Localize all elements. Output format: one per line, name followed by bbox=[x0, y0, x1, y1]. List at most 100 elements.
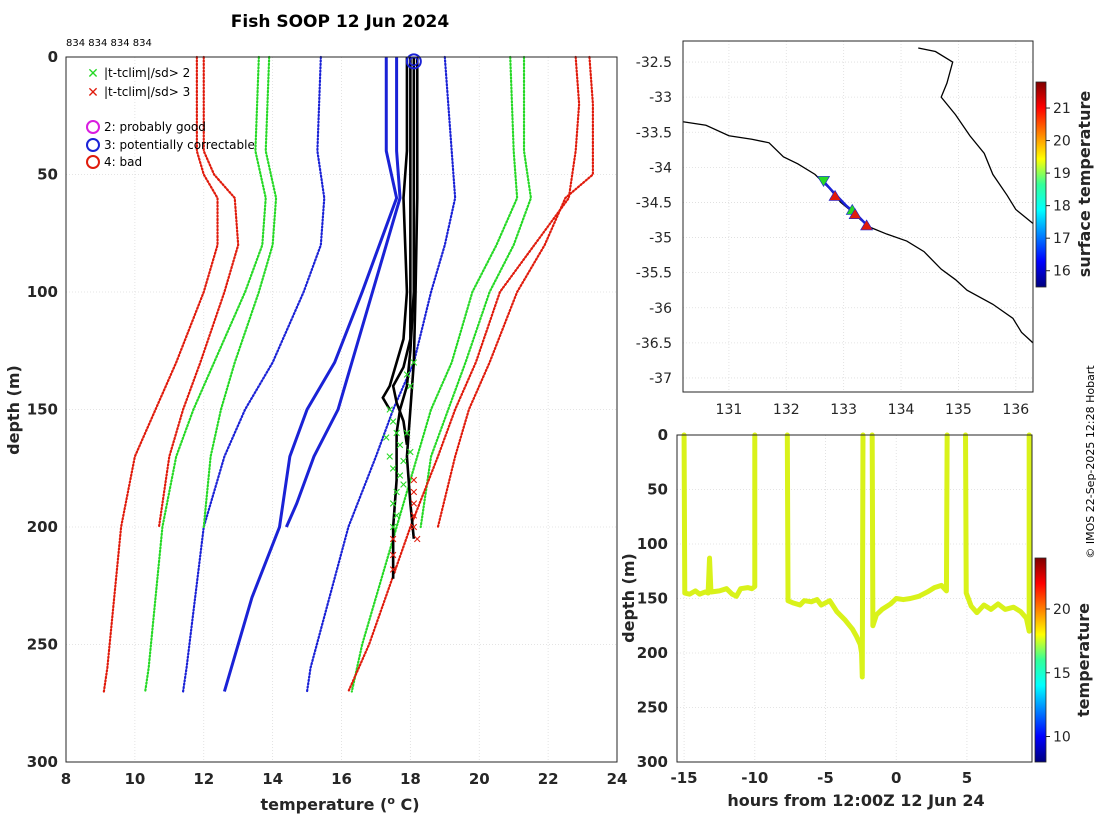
profile-panel: ✕✕✕✕✕✕ ✕✕✕✕✕✕✕✕✕✕✕✕✕✕✕✕✕✕✕✕✕✕ 8 10 12 14 16 18… bbox=[4, 48, 627, 814]
legend-sd3-marker: ✕ bbox=[87, 85, 99, 101]
depth-time-colorbar-label: temperature bbox=[1074, 603, 1093, 717]
x-tick-label: 16 bbox=[331, 770, 352, 788]
map-colorbar-tick-label: 21 bbox=[1053, 101, 1071, 117]
climatology-line-mean+2sd bbox=[350, 55, 519, 693]
chart-title: Fish SOOP 12 Jun 2024 bbox=[231, 12, 450, 32]
map-panel: 131 132 133 134 135 136 -32.5 -33 -33.5 -34 -34.5 -… bbox=[636, 40, 1094, 418]
sd3-marker: ✕ bbox=[409, 521, 418, 534]
sd2-marker: ✕ bbox=[385, 451, 394, 464]
profile-line-cast-2 bbox=[405, 57, 419, 539]
sd2-marker: ✕ bbox=[392, 486, 401, 499]
map-colorbar-tick-label: 20 bbox=[1053, 134, 1071, 150]
dt-y-tick-label: 200 bbox=[637, 644, 668, 662]
map-colorbar-tick-label: 19 bbox=[1053, 166, 1071, 182]
map-colorbar-tick-label: 16 bbox=[1053, 264, 1071, 280]
profile-ids: 834 834 834 834 bbox=[66, 38, 152, 49]
x-tick-label: 22 bbox=[538, 770, 559, 788]
legend-flag2: 2: probably good bbox=[86, 120, 206, 134]
map-colorbar-tick-label: 18 bbox=[1053, 199, 1071, 215]
sd3-marker: ✕ bbox=[409, 486, 418, 499]
legend-flag3: 3: potentially correctable bbox=[86, 138, 255, 152]
map-axes-box bbox=[682, 40, 1034, 393]
legend-flag4-marker bbox=[86, 155, 100, 169]
temperature-profiles bbox=[381, 57, 419, 579]
map-y-tick-label: -34 bbox=[649, 160, 672, 176]
depth-time-line-cast-a bbox=[681, 432, 758, 599]
map-colorbar-ticks: 16 17 18 19 20 21 bbox=[1046, 101, 1071, 280]
legend-flag3-marker bbox=[86, 138, 100, 152]
depth-time-line-cast-c bbox=[869, 432, 950, 629]
map-y-tick-label: -35 bbox=[649, 231, 672, 247]
sd2-marker: ✕ bbox=[389, 415, 398, 428]
legend-sd2-marker: ✕ bbox=[87, 66, 99, 82]
dt-x-tick-label: -5 bbox=[817, 769, 834, 787]
sd2-marker: ✕ bbox=[395, 469, 404, 482]
climatology-line-mean bbox=[222, 57, 399, 692]
map-y-tick-label: -37 bbox=[649, 371, 672, 387]
depth-time-grid bbox=[677, 434, 1032, 763]
y-tick-label: 200 bbox=[27, 518, 58, 536]
sd2-marker: ✕ bbox=[406, 380, 415, 393]
track-marker-sd2-down bbox=[817, 176, 831, 187]
map-y-tick-label: -32.5 bbox=[636, 55, 672, 71]
coastline-east bbox=[918, 47, 1034, 225]
legend-flag2-label: 2: probably good bbox=[104, 120, 206, 134]
depth-time-ylabel: depth (m) bbox=[619, 553, 638, 643]
depth-time-axes-box bbox=[676, 434, 1033, 763]
ship-track bbox=[817, 176, 874, 231]
y-tick-label: 100 bbox=[27, 283, 58, 301]
x-tick-label: 20 bbox=[469, 770, 490, 788]
sd3-marker: ✕ bbox=[389, 549, 398, 562]
profile-line-cast-1 bbox=[391, 57, 416, 579]
sd2-marker: ✕ bbox=[392, 509, 401, 522]
coastline-south bbox=[682, 121, 1034, 344]
depth-time-colorbar bbox=[1034, 557, 1047, 763]
sd3-marker: ✕ bbox=[409, 509, 418, 522]
sd2-marker: ✕ bbox=[402, 368, 411, 381]
profile-ylabel: depth (m) bbox=[4, 365, 23, 455]
legend-flag2-marker bbox=[86, 120, 100, 134]
sd2-marker: ✕ bbox=[409, 357, 418, 370]
track-marker-sd3-up bbox=[848, 208, 862, 219]
climatology-line-mean+3sd bbox=[347, 55, 581, 693]
sd3-marker: ✕ bbox=[409, 474, 418, 487]
map-ticks: 131 132 133 134 135 136 -32.5 -33 -33.5 -34 -34.5 -… bbox=[636, 55, 1029, 418]
map-y-tick-label: -33.5 bbox=[636, 125, 672, 141]
sd2-marker: ✕ bbox=[406, 446, 415, 459]
dt-y-tick-label: 50 bbox=[647, 481, 668, 499]
x-tick-label: 18 bbox=[400, 770, 421, 788]
legend-flag3-label: 3: potentially correctable bbox=[104, 138, 255, 152]
x-tick-label: 10 bbox=[124, 770, 145, 788]
dt-y-tick-label: 150 bbox=[637, 590, 668, 608]
depth-time-series bbox=[681, 432, 1032, 680]
dt-colorbar-tick-label: 15 bbox=[1053, 666, 1071, 682]
flag3-marker bbox=[405, 53, 422, 70]
sd2-marker: ✕ bbox=[389, 498, 398, 511]
x-tick-label: 14 bbox=[262, 770, 283, 788]
map-colorbar-tick-label: 17 bbox=[1053, 231, 1071, 247]
climatology-line-mean+3sd-alt bbox=[436, 55, 594, 529]
sd2-marker: ✕ bbox=[389, 521, 398, 534]
dt-colorbar-tick-label: 20 bbox=[1053, 602, 1071, 618]
profile-xlabel: temperature (o C) bbox=[260, 794, 419, 814]
map-y-tick-label: -36.5 bbox=[636, 336, 672, 352]
climatology-lines bbox=[102, 55, 594, 693]
legend-sd2: ✕ |t-tclim|/sd> 2 bbox=[87, 66, 190, 82]
y-tick-label: 300 bbox=[27, 753, 58, 771]
sd3-marker: ✕ bbox=[409, 498, 418, 511]
sd2-marker: ✕ bbox=[399, 455, 408, 468]
profile-axes-box bbox=[65, 56, 618, 763]
climatology-line-mean+2sd-alt bbox=[419, 55, 533, 529]
dt-x-tick-label: -10 bbox=[741, 769, 768, 787]
sd2-marker: ✕ bbox=[392, 427, 401, 440]
dt-y-tick-label: 250 bbox=[637, 699, 668, 717]
map-y-tick-label: -34.5 bbox=[636, 195, 672, 211]
flag-markers: ✕✕✕✕✕✕ ✕✕✕✕✕✕✕✕✕✕✕✕✕✕✕✕✕✕✕✕✕✕ bbox=[382, 53, 422, 576]
depth-time-line-cast-d bbox=[963, 432, 1032, 634]
legend-sd3: ✕ |t-tclim|/sd> 3 bbox=[87, 85, 190, 101]
map-x-tick-label: 132 bbox=[773, 402, 800, 418]
sd3-marker: ✕ bbox=[389, 533, 398, 546]
